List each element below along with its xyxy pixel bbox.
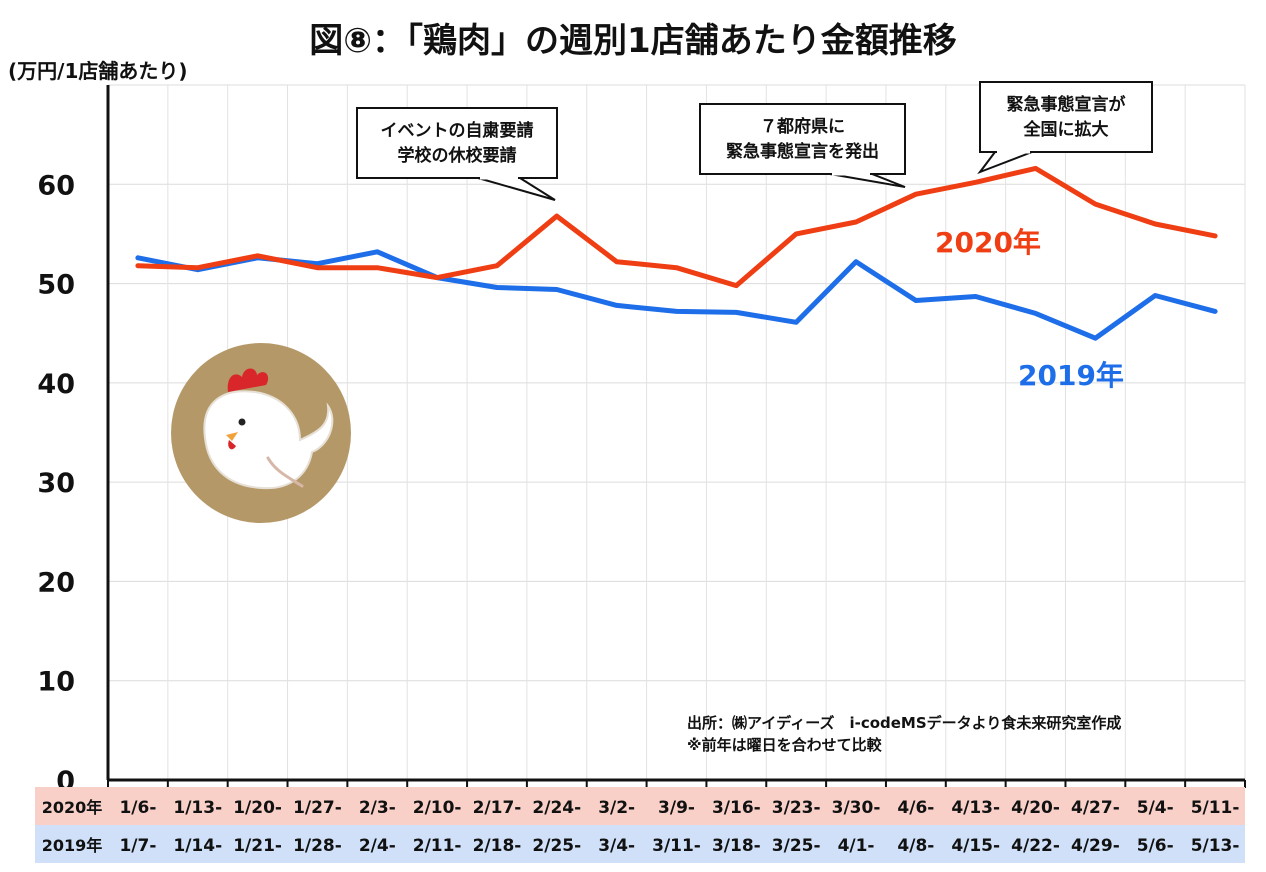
category-row-bg: [35, 825, 1245, 863]
x-tick-label: 4/8-: [897, 836, 934, 856]
x-tick-label: 4/27-: [1071, 798, 1120, 818]
x-tick-label: 2/4-: [359, 836, 396, 856]
x-tick-label: 2/10-: [413, 798, 462, 818]
callout-pointer: [829, 173, 906, 188]
x-tick-label: 4/15-: [951, 836, 1000, 856]
category-row-label: 2020年: [42, 798, 103, 817]
chicken-illustration: [171, 343, 351, 523]
x-tick-label: 2/11-: [413, 836, 462, 856]
callout-text: イベントの自粛要請: [381, 120, 534, 141]
x-tick-label: 3/23-: [772, 798, 821, 818]
x-tick-label: 5/6-: [1137, 836, 1174, 856]
callout-pointer: [477, 177, 556, 201]
x-tick-label: 1/27-: [293, 798, 342, 818]
x-tick-label: 2/24-: [532, 798, 581, 818]
x-tick-label: 4/20-: [1011, 798, 1060, 818]
chart-title: 図⑧：「鶏肉」の週別1店舗あたり金額推移: [309, 21, 956, 61]
callout-text: 学校の休校要請: [398, 145, 517, 166]
series-line-2019年: [135, 249, 1218, 341]
y-tick-label: 30: [37, 468, 75, 499]
x-tick-label: 1/13-: [173, 798, 222, 818]
x-tick-label: 4/1-: [838, 836, 875, 856]
x-tick-label: 2/18-: [473, 836, 522, 856]
x-tick-label: 3/18-: [712, 836, 761, 856]
y-tick-label: 50: [37, 270, 75, 301]
series-label-2019: 2019年: [1018, 359, 1124, 392]
x-tick-label: 3/4-: [598, 836, 635, 856]
category-row-label: 2019年: [42, 836, 103, 855]
x-tick-label: 2/3-: [359, 798, 396, 818]
series-lines: [135, 165, 1218, 341]
callout-text: 緊急事態宣言が: [1007, 94, 1126, 115]
x-tick-label: 1/28-: [293, 836, 342, 856]
x-tick-label: 3/30-: [832, 798, 881, 818]
category-table: 2020年 1/6- 1/13- 1/20- 1/27- 2/3- 2/10- 2/17- 2/…: [35, 787, 1245, 863]
gridlines: [108, 84, 1246, 780]
x-tick-label: 3/25-: [772, 836, 821, 856]
x-tick-label: 4/29-: [1071, 836, 1120, 856]
y-tick-label: 60: [37, 170, 75, 201]
x-tick-label: 1/6-: [119, 798, 156, 818]
axes: [106, 85, 1246, 788]
category-row-bg: [35, 787, 1245, 825]
callout-text: ７都府県に: [760, 116, 845, 137]
x-tick-label: 3/16-: [712, 798, 761, 818]
callout-box: [699, 103, 906, 175]
x-tick-label: 4/6-: [897, 798, 934, 818]
series-line-2020年: [135, 165, 1218, 289]
y-tick-label: 40: [37, 369, 75, 400]
callout-text: 緊急事態宣言を発出: [726, 141, 879, 162]
x-tick-label: 4/13-: [951, 798, 1000, 818]
x-tick-label: 3/9-: [658, 798, 695, 818]
y-tick-label: 10: [37, 667, 75, 698]
callout-box: [979, 81, 1153, 153]
x-tick-label: 1/14-: [173, 836, 222, 856]
comparison-note: ※前年は曜日を合わせて比較: [687, 736, 883, 754]
x-tick-label: 1/21-: [233, 836, 282, 856]
callout-text: 全国に拡大: [1023, 119, 1109, 140]
y-axis-unit-label: (万円/1店舗あたり): [8, 59, 188, 83]
y-tick-label: 20: [37, 567, 75, 598]
source-note: 出所：㈱アイディーズ i-codeMSデータより食未来研究室作成: [687, 714, 1121, 732]
x-tick-label: 3/11-: [652, 836, 701, 856]
x-tick-label: 1/20-: [233, 798, 282, 818]
x-tick-label: 5/13-: [1191, 836, 1240, 856]
callout-box: [356, 107, 558, 179]
x-tick-label: 3/2-: [598, 798, 635, 818]
x-tick-label: 5/4-: [1137, 798, 1174, 818]
series-label-2020: 2020年: [935, 226, 1041, 259]
x-tick-label: 2/17-: [473, 798, 522, 818]
x-tick-label: 2/25-: [532, 836, 581, 856]
x-tick-label: 4/22-: [1011, 836, 1060, 856]
x-tick-label: 1/7-: [119, 836, 156, 856]
x-tick-label: 5/11-: [1191, 798, 1240, 818]
